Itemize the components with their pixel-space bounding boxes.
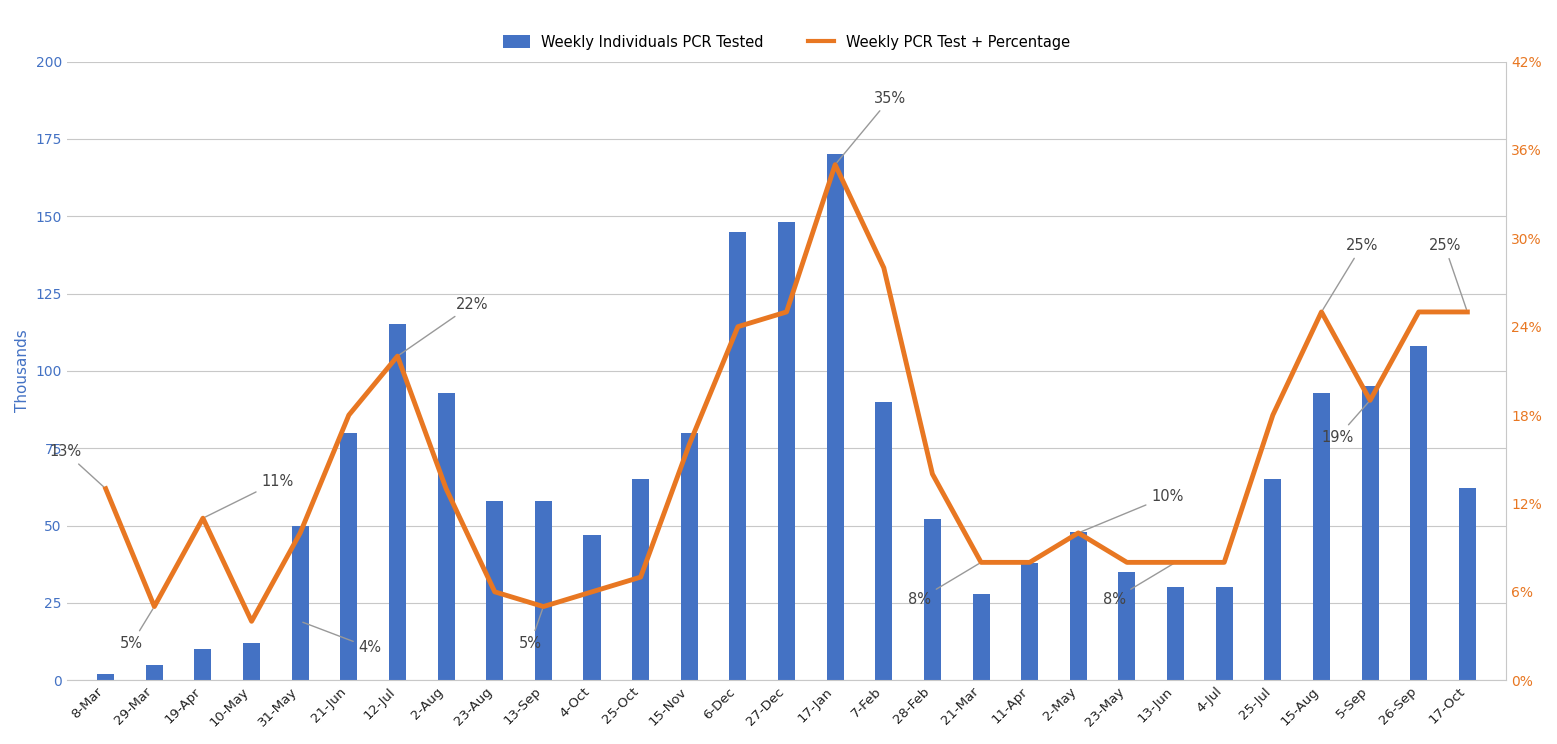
Bar [1264, 479, 1281, 680]
Text: 11%: 11% [206, 474, 294, 517]
Weekly PCR Test + Percentage [438, 484, 456, 493]
Bar [1021, 562, 1039, 680]
Y-axis label: Thousands: Thousands [16, 330, 30, 412]
Text: 25%: 25% [1323, 238, 1378, 310]
Weekly PCR Test + Percentage [1361, 396, 1380, 405]
Bar [1411, 346, 1428, 680]
Text: 22%: 22% [400, 297, 489, 355]
Bar [243, 643, 260, 680]
Weekly PCR Test + Percentage [339, 411, 358, 420]
Weekly PCR Test + Percentage [1457, 307, 1476, 316]
Text: 8%: 8% [908, 564, 979, 606]
Bar [584, 535, 601, 680]
Weekly PCR Test + Percentage [1118, 558, 1137, 567]
Text: 10%: 10% [1081, 489, 1183, 532]
Weekly PCR Test + Percentage [1214, 558, 1233, 567]
Text: 4%: 4% [302, 622, 381, 655]
Weekly PCR Test + Percentage [1263, 411, 1281, 420]
Weekly PCR Test + Percentage [972, 558, 990, 567]
Bar [1459, 488, 1476, 680]
Weekly PCR Test + Percentage [1313, 307, 1331, 316]
Weekly PCR Test + Percentage [193, 513, 212, 522]
Bar [341, 433, 358, 680]
Weekly PCR Test + Percentage [1409, 307, 1428, 316]
Bar [1313, 393, 1330, 680]
Weekly PCR Test + Percentage [145, 602, 163, 611]
Bar [536, 501, 551, 680]
Weekly PCR Test + Percentage [875, 263, 894, 272]
Bar [973, 594, 990, 680]
Bar [1361, 386, 1378, 680]
Bar [1118, 572, 1135, 680]
Bar [680, 433, 698, 680]
Bar [438, 393, 455, 680]
Bar [97, 674, 114, 680]
Bar [778, 222, 796, 680]
Bar [1216, 588, 1233, 680]
Text: 5%: 5% [518, 609, 542, 651]
Weekly PCR Test + Percentage [729, 322, 747, 331]
Bar [729, 231, 746, 680]
Weekly PCR Test + Percentage [486, 587, 504, 596]
Weekly PCR Test + Percentage [97, 484, 115, 493]
Weekly PCR Test + Percentage [825, 160, 844, 169]
Bar [827, 154, 844, 680]
Legend: Weekly Individuals PCR Tested, Weekly PCR Test + Percentage: Weekly Individuals PCR Tested, Weekly PC… [503, 35, 1070, 50]
Bar [486, 501, 503, 680]
Weekly PCR Test + Percentage [291, 528, 310, 537]
Weekly PCR Test + Percentage [582, 587, 601, 596]
Bar [195, 650, 212, 680]
Bar [1168, 588, 1183, 680]
Weekly PCR Test + Percentage [1020, 558, 1039, 567]
Weekly PCR Test + Percentage [923, 469, 942, 478]
Bar [1070, 532, 1087, 680]
Weekly PCR Test + Percentage [1070, 528, 1088, 537]
Line: Weekly PCR Test + Percentage: Weekly PCR Test + Percentage [106, 164, 1467, 621]
Weekly PCR Test + Percentage [1166, 558, 1185, 567]
Bar [389, 324, 406, 680]
Text: 8%: 8% [1102, 564, 1172, 606]
Text: 13%: 13% [50, 444, 104, 487]
Text: 25%: 25% [1428, 238, 1467, 310]
Weekly PCR Test + Percentage [631, 573, 649, 582]
Bar [146, 664, 163, 680]
Weekly PCR Test + Percentage [777, 307, 796, 316]
Weekly PCR Test + Percentage [680, 440, 699, 449]
Text: 19%: 19% [1322, 403, 1369, 445]
Bar [875, 402, 892, 680]
Bar [632, 479, 649, 680]
Weekly PCR Test + Percentage [534, 602, 553, 611]
Weekly PCR Test + Percentage [243, 617, 262, 626]
Bar [923, 519, 940, 680]
Text: 5%: 5% [120, 609, 153, 651]
Weekly PCR Test + Percentage [388, 352, 406, 361]
Bar [291, 525, 308, 680]
Text: 35%: 35% [838, 91, 906, 162]
